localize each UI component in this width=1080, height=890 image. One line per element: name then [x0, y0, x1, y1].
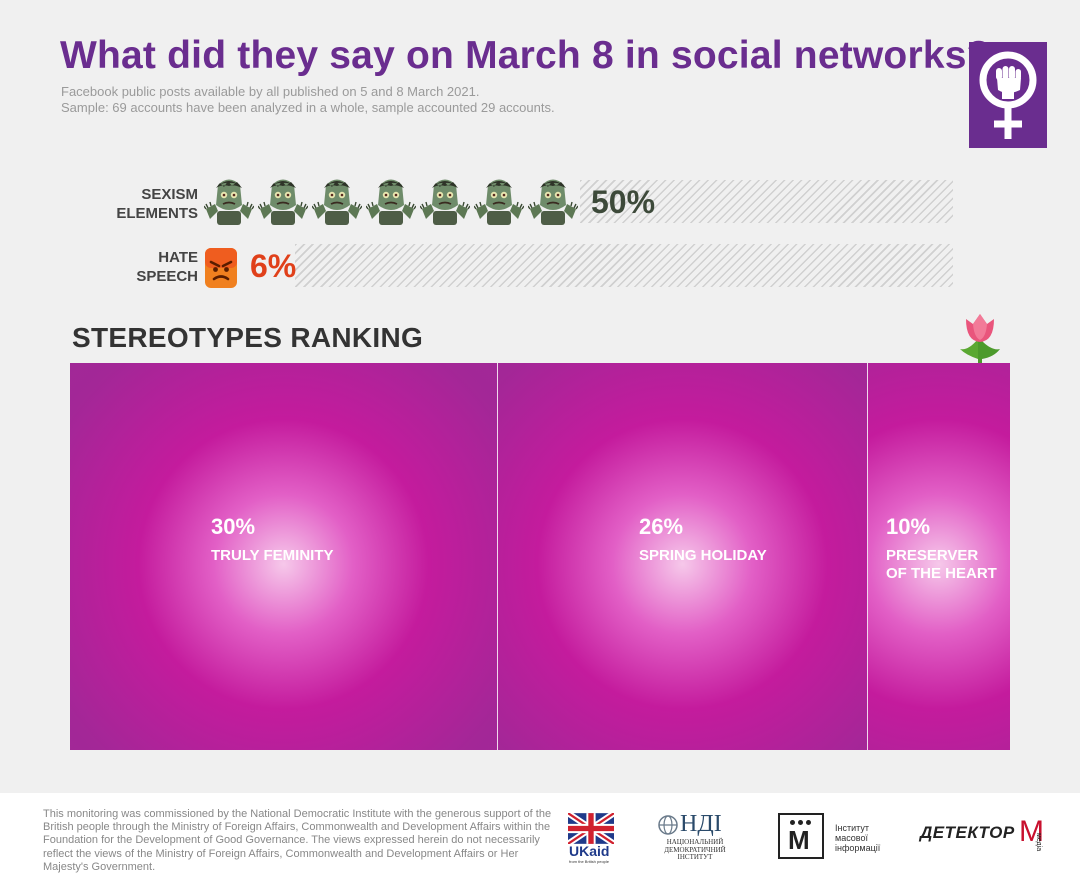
treemap-cell: 30% TRULY FEMINITY: [70, 363, 497, 750]
ukaid-name: UKaid: [569, 843, 610, 859]
treemap-cell-value: 26%: [639, 514, 684, 539]
indicator-track: [580, 180, 953, 223]
treemap-cell-label: PRESERVER OF THE HEART: [886, 547, 997, 582]
indicator-value: 6%: [250, 248, 297, 284]
ukaid-logo: UKaid from the British people: [566, 810, 618, 867]
stereotypes-treemap: 30% TRULY FEMINITY 26% SPRING HOLIDAY 10% PRE…: [70, 363, 1010, 750]
detector-name: ДЕТЕКТОР: [920, 823, 1015, 842]
page-title: What did they say on March 8 in social n…: [60, 34, 991, 77]
subtitle-line: Facebook public posts available by all p…: [61, 84, 480, 99]
section-title: STEREOTYPES RANKING: [72, 322, 424, 353]
zombie-icon: [203, 175, 255, 230]
tulip-icon: [956, 309, 1004, 369]
indicator-sexism: SEXISM ELEMENTS 50%: [100, 175, 953, 225]
treemap-cell-value: 30%: [211, 514, 256, 539]
zombie-icon: [311, 175, 363, 230]
treemap-cell-label: TRULY FEMINITY: [211, 547, 334, 564]
subtitle-line: Sample: 69 accounts have been analyzed i…: [61, 100, 555, 115]
zombie-icon: [257, 175, 309, 230]
detector-suffix: медіа: [1035, 833, 1042, 852]
angry-face-icon: [204, 244, 238, 288]
imi-logo: М Інститут масової інформації: [778, 813, 898, 863]
ukaid-tagline: from the British people: [569, 859, 610, 864]
union-jack-icon: [566, 810, 616, 847]
detector-media-logo: ДЕТЕКТОР М медіа: [920, 811, 1060, 861]
imi-mark: М: [778, 813, 824, 859]
treemap-cell-value: 10%: [886, 514, 931, 539]
imi-caption: Інститут масової інформації: [835, 823, 881, 853]
footer: This monitoring was commissioned by the …: [0, 793, 1080, 890]
feminist-logo: [969, 42, 1047, 148]
indicator-track: [295, 244, 953, 287]
ndi-name: НДІ: [680, 811, 722, 837]
indicator-label: HATE SPEECH: [136, 249, 198, 285]
detector-letter: М: [1019, 815, 1044, 848]
imi-letter: М: [788, 825, 810, 855]
globe-icon: [658, 815, 678, 835]
zombie-icon: [473, 175, 525, 230]
page-subtitle: Facebook public posts available by all p…: [61, 84, 555, 116]
indicator-value: 50%: [591, 184, 656, 220]
zombie-icon: [419, 175, 471, 230]
treemap-cell-label: SPRING HOLIDAY: [639, 547, 767, 564]
ndi-caption: НАЦІОНАЛЬНИЙ ДЕМОКРАТИЧНИЙ ІНСТИТУТ: [664, 838, 726, 861]
indicator-hate-speech: HATE SPEECH 6%: [100, 241, 953, 291]
ndi-logo: НДІ НАЦІОНАЛЬНИЙ ДЕМОКРАТИЧНИЙ ІНСТИТУТ: [655, 811, 735, 866]
indicator-label: SEXISM ELEMENTS: [116, 186, 198, 222]
zombie-icon: [527, 175, 579, 230]
treemap-cell: 10% PRESERVER OF THE HEART: [867, 363, 1010, 750]
icon-row: [203, 175, 584, 225]
disclaimer-text: This monitoring was commissioned by the …: [43, 808, 552, 873]
feminist-fist-symbol-icon: [979, 51, 1037, 139]
treemap-cell: 26% SPRING HOLIDAY: [497, 363, 867, 750]
zombie-icon: [365, 175, 417, 230]
